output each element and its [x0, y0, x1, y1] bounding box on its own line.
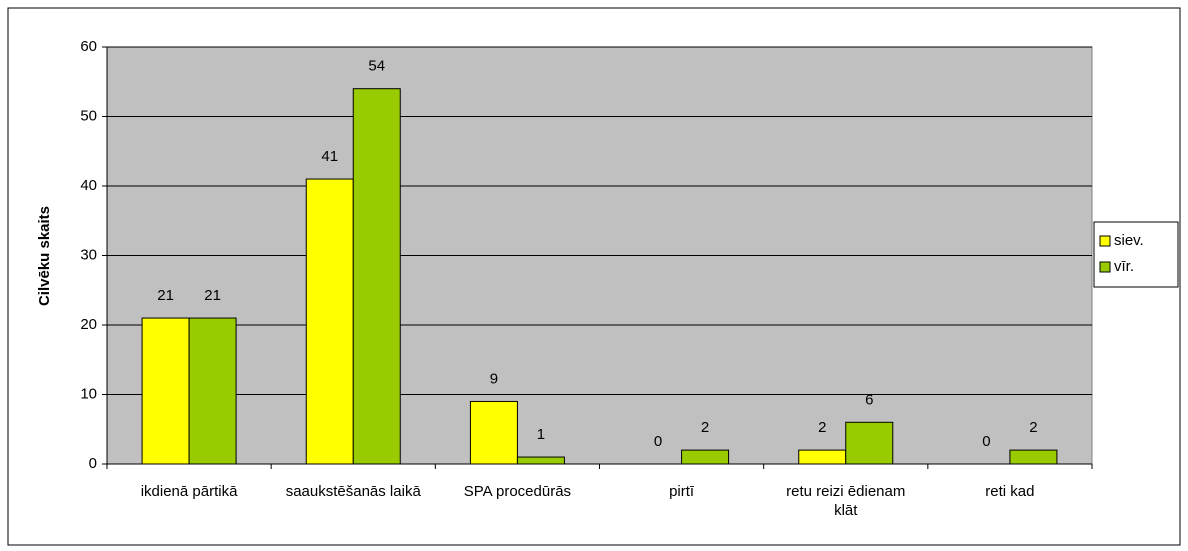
y-tick-label: 10 [80, 385, 97, 402]
data-label: 0 [654, 433, 662, 450]
data-label: 54 [368, 58, 385, 75]
x-tick-label: ikdienā pārtikā [140, 483, 238, 500]
bar [681, 449, 730, 465]
bar [516, 456, 565, 465]
y-tick-label: 20 [80, 316, 97, 333]
x-tick-label: reti kad [985, 483, 1035, 500]
legend-box [1093, 221, 1179, 288]
data-label: 2 [701, 419, 709, 436]
bar [469, 400, 518, 465]
bar [305, 178, 354, 465]
x-tick-label: pirtī [669, 483, 695, 500]
x-tick-label: SPA procedūrās [463, 483, 572, 500]
y-tick-label: 60 [80, 38, 97, 55]
legend-swatch [1099, 261, 1111, 273]
y-tick-label: 0 [89, 455, 97, 472]
data-label: 9 [490, 370, 498, 387]
legend-label: siev. [1114, 232, 1144, 249]
bar [352, 88, 401, 465]
x-tick-label: saaukstēšanās laikā [285, 483, 421, 500]
bar [845, 421, 894, 465]
legend-swatch [1099, 235, 1111, 247]
data-label: 21 [204, 287, 221, 304]
data-label: 6 [865, 391, 873, 408]
y-axis-title: Cilvēku skaits [36, 206, 53, 306]
data-label: 2 [1029, 419, 1037, 436]
y-tick-label: 50 [80, 107, 97, 124]
data-label: 2 [818, 419, 826, 436]
legend-label: vīr. [1114, 258, 1134, 275]
bar [141, 317, 190, 465]
bar [1009, 449, 1058, 465]
y-tick-label: 30 [80, 246, 97, 263]
bar [188, 317, 237, 465]
data-label: 1 [537, 426, 545, 443]
bar [798, 449, 847, 465]
x-tick-label: retu reizi ēdienam klāt [786, 483, 906, 519]
y-tick-label: 40 [80, 177, 97, 194]
data-label: 41 [321, 148, 338, 165]
data-label: 0 [982, 433, 990, 450]
data-label: 21 [157, 287, 174, 304]
